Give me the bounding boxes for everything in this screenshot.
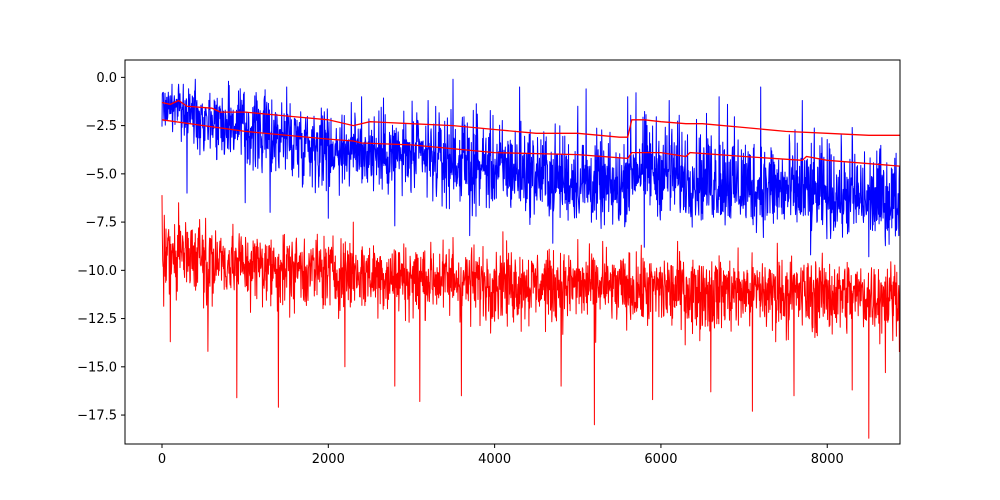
series-line-2 (161, 195, 900, 439)
x-tick-label: 8000 (811, 452, 844, 467)
x-tick-label: 0 (158, 452, 166, 467)
series-line-1 (161, 78, 900, 258)
y-axis: 0.0 −2.5 −5.0 −7.5 −10.0 −12.5 −15.0 −17.5 (77, 71, 125, 424)
y-tick-label: −5.0 (85, 167, 117, 182)
x-tick-label: 6000 (644, 452, 677, 467)
y-tick-label: −7.5 (85, 216, 117, 231)
series-line-3 (161, 99, 900, 138)
x-tick-label: 4000 (478, 452, 511, 467)
y-tick-label: −2.5 (85, 119, 117, 134)
y-tick-label: −12.5 (77, 312, 117, 327)
y-tick-label: −10.0 (77, 264, 117, 279)
y-tick-label: 0.0 (96, 71, 117, 86)
x-tick-label: 2000 (312, 452, 345, 467)
series-layer (161, 78, 900, 439)
x-axis: 0 2000 4000 6000 8000 (158, 444, 844, 467)
series-line-4 (161, 119, 900, 167)
plot-frame (124, 59, 901, 445)
y-tick-label: −17.5 (77, 409, 117, 424)
y-tick-label: −15.0 (77, 360, 117, 375)
